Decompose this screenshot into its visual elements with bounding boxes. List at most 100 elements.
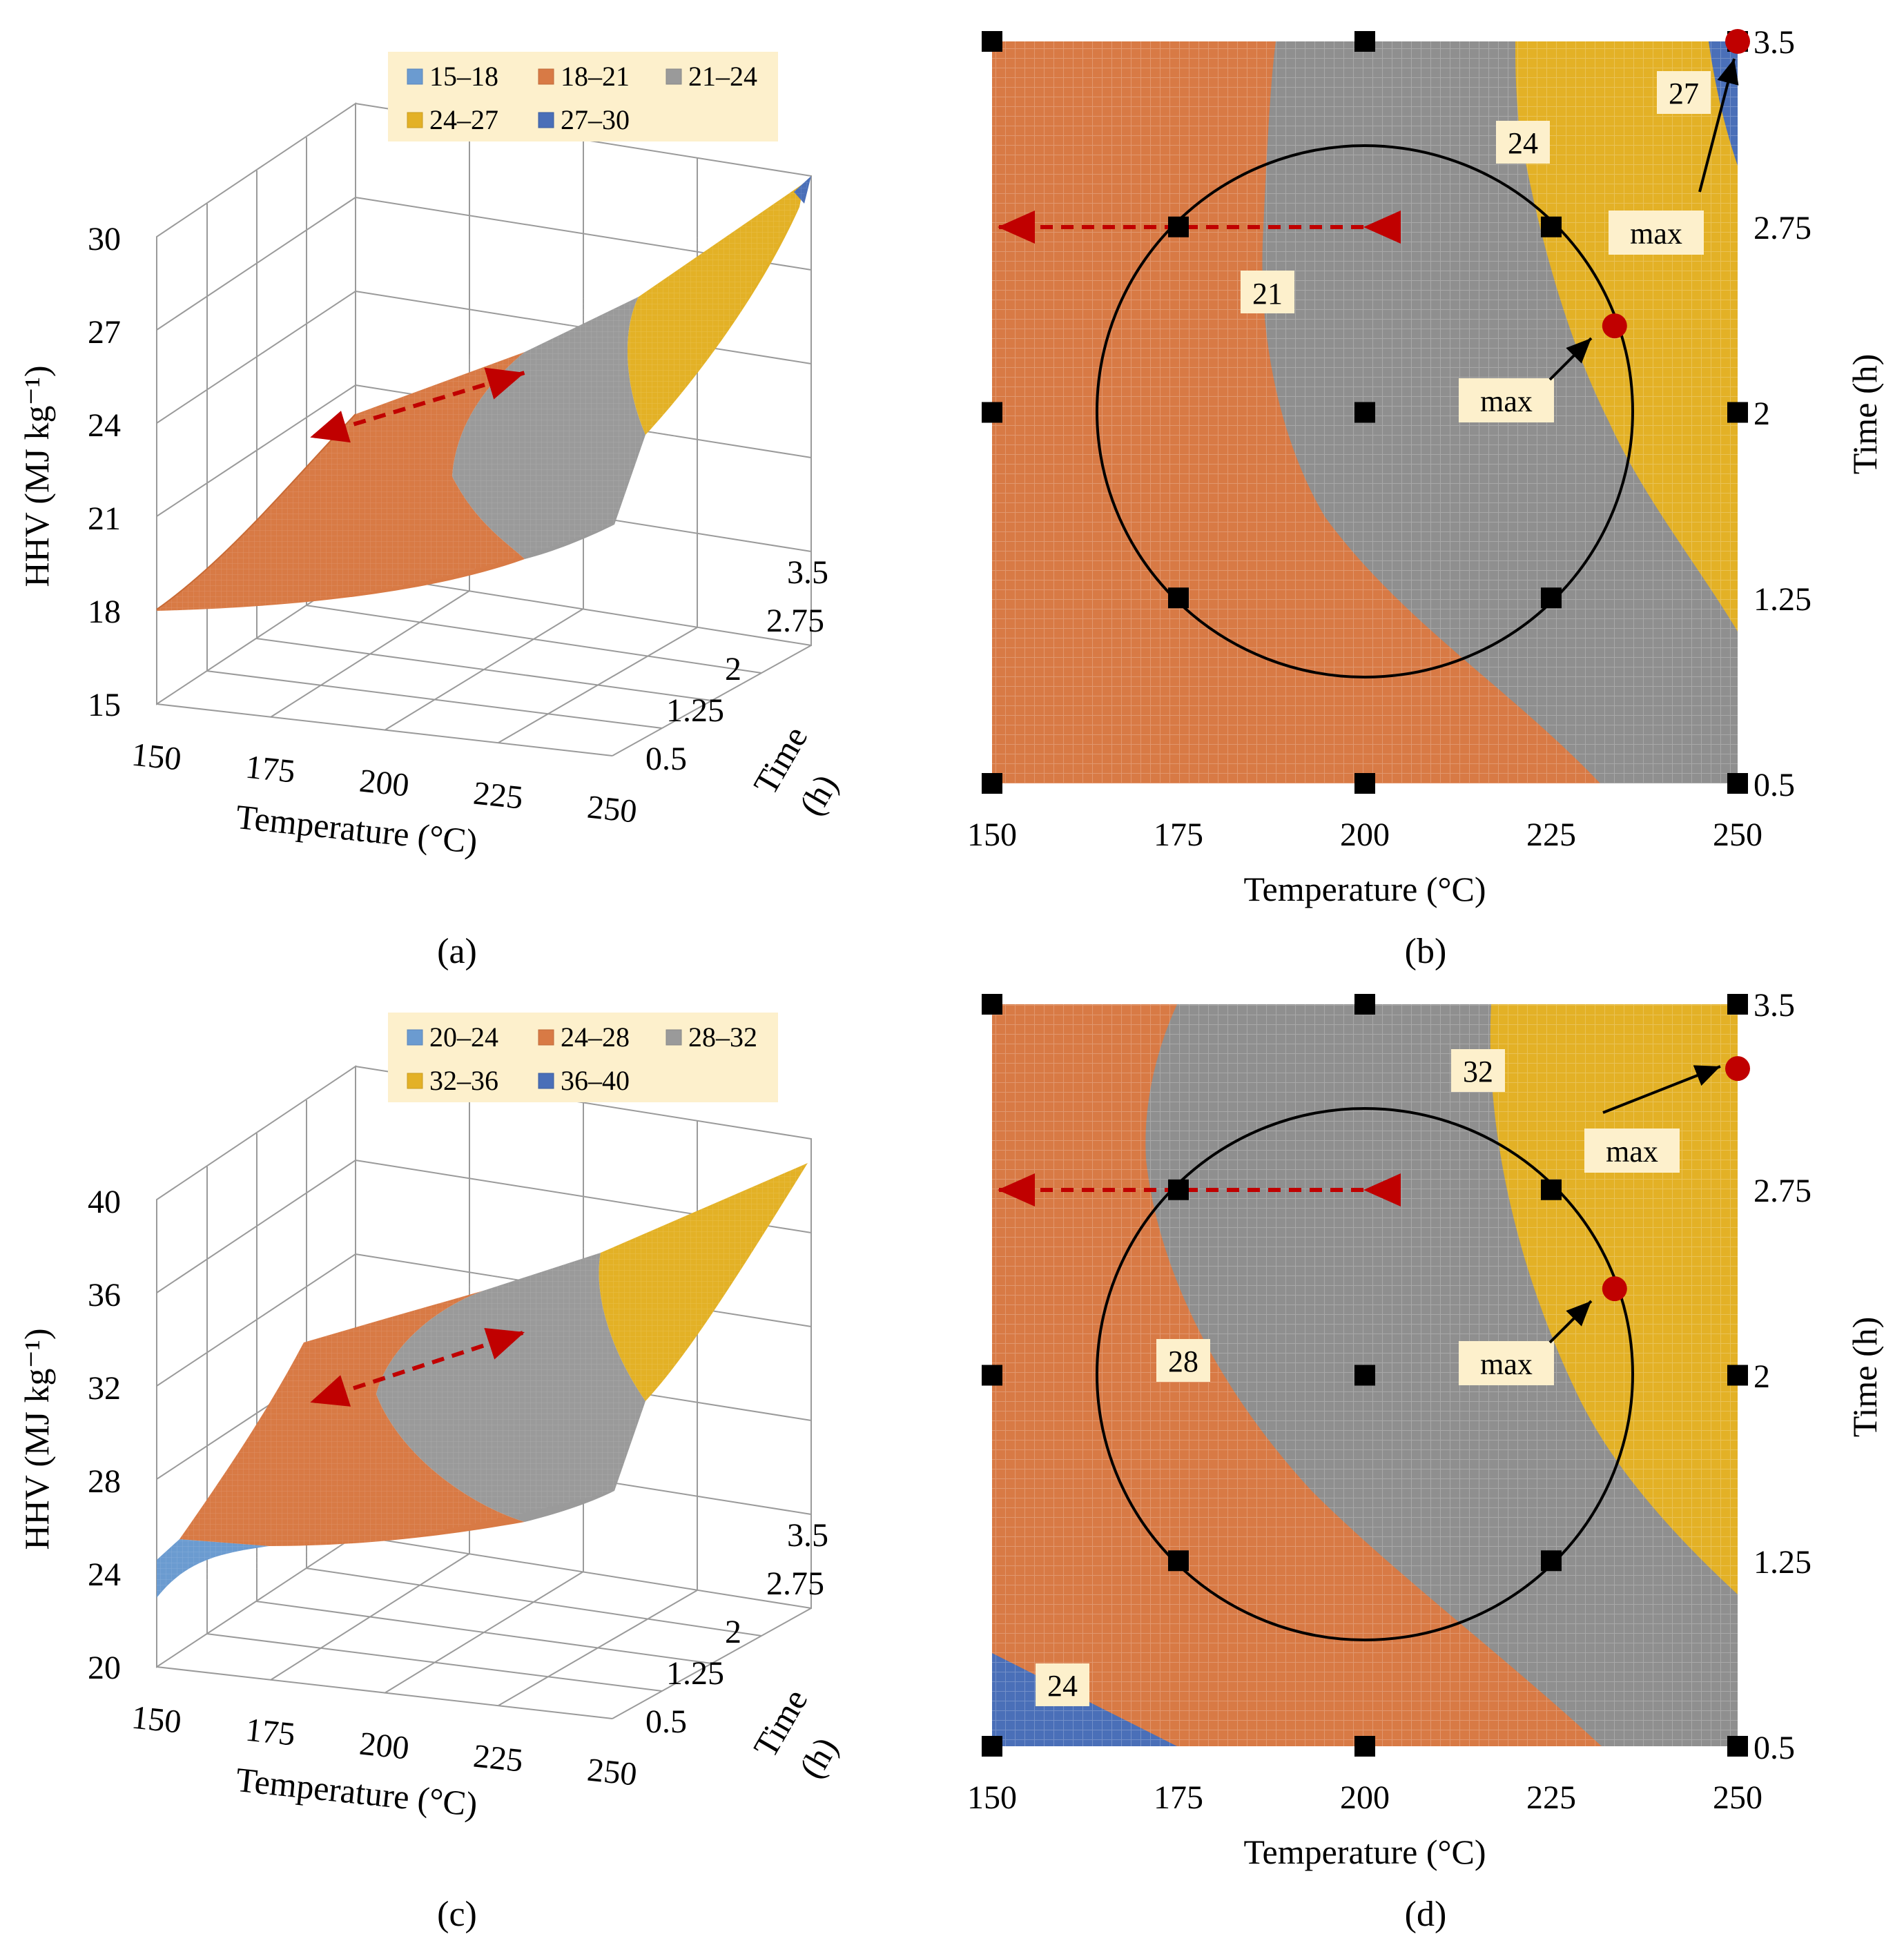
- legend-label: 32–36: [429, 1065, 498, 1096]
- z-tick-label: 21: [88, 500, 121, 537]
- max-label: max: [1630, 217, 1682, 251]
- legend-label: 28–32: [688, 1022, 757, 1053]
- design-point: [1354, 31, 1375, 52]
- x-tick-label: 200: [1340, 1779, 1390, 1816]
- x-tick-label: 225: [472, 1737, 525, 1779]
- panel-label: (d): [1405, 1895, 1447, 1934]
- z-tick-label: 28: [88, 1463, 121, 1500]
- x-tick-label: 175: [1154, 817, 1203, 853]
- y-tick-label: 0.5: [645, 1703, 687, 1740]
- legend-label: 24–27: [429, 104, 498, 135]
- y-tick-label: 3.5: [1754, 24, 1795, 61]
- design-point: [1727, 1736, 1748, 1757]
- design-point: [1541, 1550, 1562, 1572]
- design-point: [1354, 1365, 1375, 1386]
- x-tick-label: 175: [244, 1711, 297, 1752]
- contour-label: 28: [1168, 1345, 1198, 1378]
- panel-a: 15–18 18–21 21–24 24–27 27–30 30 27 24 2…: [17, 52, 845, 971]
- x-tick-label: 250: [1713, 1779, 1762, 1816]
- design-point: [1727, 402, 1748, 423]
- z-tick-label: 36: [88, 1277, 121, 1313]
- legend-swatch: [666, 1029, 682, 1046]
- x-tick-label: 250: [585, 1751, 639, 1792]
- z-tick-label: 32: [88, 1370, 121, 1407]
- x-axis-label: Temperature (°C): [1243, 1833, 1486, 1871]
- design-point: [1168, 1550, 1189, 1572]
- panel-d-max-points: [1602, 1056, 1750, 1302]
- y-tick-label: 0.5: [1754, 1730, 1795, 1766]
- panel-c: 20–24 24–28 28–32 32–36 36–40 40 36 32 2…: [17, 1013, 845, 1934]
- legend-label: 20–24: [429, 1022, 498, 1053]
- x-tick-label: 175: [244, 748, 297, 790]
- x-tick-label: 150: [130, 736, 183, 777]
- design-point: [1168, 216, 1189, 237]
- design-point: [1541, 587, 1562, 609]
- z-tick-label: 30: [88, 221, 121, 257]
- panel-d-contour-labels: 32 28 24: [1036, 1049, 1505, 1706]
- z-tick-label: 20: [88, 1650, 121, 1686]
- x-tick-label: 200: [358, 1725, 411, 1766]
- z-tick-label: 24: [88, 407, 121, 444]
- x-tick-label: 150: [967, 1779, 1017, 1816]
- legend-swatch: [407, 68, 423, 85]
- panel-d-max-labels: max max: [1459, 1065, 1721, 1385]
- x-tick-label: 150: [967, 817, 1017, 853]
- panel-c-surface: [157, 1163, 808, 1598]
- legend-swatch: [538, 112, 554, 128]
- x-tick-label: 250: [1713, 817, 1762, 853]
- x-tick-label: 225: [1526, 817, 1576, 853]
- max-point: [1602, 1276, 1627, 1302]
- y-tick-label: 1.25: [1754, 581, 1811, 618]
- y-tick-label: 2.75: [766, 603, 824, 639]
- panel-b-contour-labels: 21 24 27: [1241, 71, 1711, 313]
- x-tick-label: 175: [1154, 1779, 1203, 1816]
- y-tick-label: 1.25: [1754, 1544, 1811, 1581]
- z-tick-label: 40: [88, 1184, 121, 1220]
- design-point: [982, 1365, 1002, 1386]
- design-point: [1168, 1179, 1189, 1200]
- legend-label: 36–40: [561, 1065, 630, 1096]
- legend-label: 18–21: [561, 61, 630, 92]
- design-point: [1354, 773, 1375, 794]
- design-point: [1354, 1736, 1375, 1757]
- max-arrow: [1698, 58, 1739, 193]
- max-point: [1602, 313, 1627, 339]
- legend-label: 27–30: [561, 104, 630, 135]
- y-axis-label: Time (h): [1845, 354, 1884, 475]
- panel-c-double-arrow: [310, 1328, 525, 1407]
- max-arrow: [1602, 1065, 1721, 1114]
- z-tick-label: 27: [88, 314, 121, 351]
- y-tick-label: 2: [725, 651, 741, 687]
- contour-label: 24: [1508, 126, 1538, 160]
- contour-label: 21: [1252, 277, 1283, 311]
- legend-swatch: [538, 1029, 554, 1046]
- legend-swatch: [538, 1073, 554, 1089]
- panel-d: 32 28 24 max max 150 175 200 225 250 Tem…: [967, 987, 1884, 1934]
- z-axis-label: HHV (MJ kg⁻¹): [17, 1328, 56, 1550]
- panel-b-design-points: [982, 31, 1748, 794]
- max-label: max: [1606, 1135, 1658, 1169]
- contour-label: 32: [1463, 1055, 1493, 1088]
- y-tick-label: 1.25: [666, 1655, 724, 1692]
- panel-label: (c): [437, 1895, 477, 1934]
- panel-b-max-labels: max max: [1459, 58, 1739, 422]
- panel-d-design-circle: [1096, 1107, 1634, 1641]
- y-tick-label: 2: [1754, 395, 1770, 432]
- design-point: [1354, 402, 1375, 423]
- max-point: [1725, 1056, 1750, 1082]
- design-point: [1727, 773, 1748, 794]
- max-arrow: [1548, 337, 1593, 381]
- contour-label: 24: [1047, 1669, 1078, 1703]
- y-tick-label: 2.75: [1754, 1173, 1811, 1209]
- panel-d-design-points: [982, 994, 1748, 1757]
- legend-swatch: [666, 68, 682, 85]
- design-point: [982, 402, 1002, 423]
- design-point: [1727, 1365, 1748, 1386]
- design-point: [1541, 1179, 1562, 1200]
- legend-label: 24–28: [561, 1022, 630, 1053]
- panel-b-max-points: [1602, 29, 1750, 339]
- design-point: [1727, 994, 1748, 1015]
- max-label: max: [1480, 1347, 1533, 1381]
- legend-label: 15–18: [429, 61, 498, 92]
